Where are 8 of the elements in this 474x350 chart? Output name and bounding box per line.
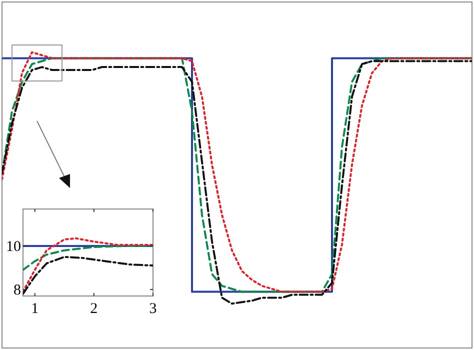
- x-tick-label: 2: [90, 301, 98, 317]
- y-tick-label: 10: [6, 238, 21, 255]
- x-tick-label: 1: [31, 301, 39, 317]
- line-series: [23, 256, 153, 295]
- line-series: [23, 244, 153, 271]
- y-tick-label: 8: [14, 282, 21, 298]
- line-series: [23, 237, 153, 293]
- x-tick-label: 3: [149, 301, 157, 317]
